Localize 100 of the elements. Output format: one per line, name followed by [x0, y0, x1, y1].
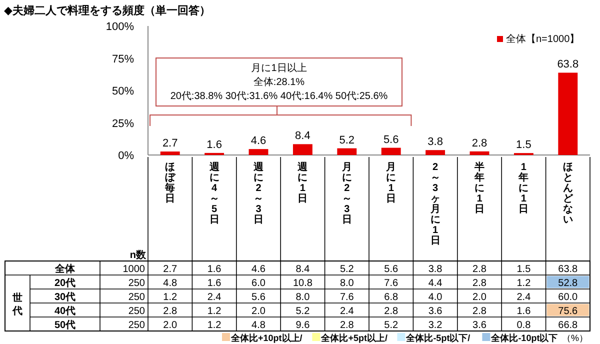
bar — [558, 72, 578, 155]
annotation: 5.6 — [383, 134, 399, 146]
text: 30代 — [54, 291, 76, 303]
text: 全体比+10pt以上/ — [230, 333, 303, 343]
text: 1.2 — [207, 306, 222, 317]
bar — [337, 148, 357, 155]
text: 8.0 — [296, 292, 310, 303]
text: 66.8 — [558, 320, 578, 331]
text: n数 — [130, 249, 147, 261]
y-tick-label: 75% — [112, 53, 134, 66]
data-label: 2.7 — [163, 264, 178, 275]
text: 250 — [128, 320, 146, 331]
text: 2.4 — [340, 306, 354, 317]
text: 7.6 — [384, 278, 398, 289]
text: 1.2 — [516, 278, 532, 289]
x-tick-label: 週に4～5日 — [208, 161, 220, 226]
data-label: 1.5 — [516, 264, 532, 275]
text: 全体比-5pt以下/ — [405, 333, 471, 343]
text: 5.2 — [296, 306, 310, 317]
data-label: 3.8 — [428, 264, 443, 275]
text: 250 — [128, 292, 146, 303]
text: 52.8 — [558, 278, 578, 289]
text: 9.6 — [296, 320, 310, 331]
text: 4.4 — [428, 278, 443, 289]
text: 2.0 — [252, 306, 266, 317]
text: 全体 — [54, 263, 76, 275]
text: 2.0 — [163, 320, 178, 331]
text: 1.6 — [516, 306, 532, 317]
annotation: 8.4 — [295, 130, 310, 142]
annotation: 月に1日以上 — [251, 62, 307, 74]
text: 1.2 — [163, 292, 178, 303]
y-tick-label: 0% — [118, 150, 134, 162]
text: 6.8 — [384, 292, 398, 303]
annotation: 2.8 — [472, 137, 488, 150]
text: 全体比+5pt以上/ — [320, 333, 388, 343]
text: 2.8 — [163, 306, 178, 317]
chart-title: ◆夫婦二人で料理をする頻度（単一回答） — [4, 4, 210, 17]
text: 全体比-10pt以下 — [490, 333, 558, 343]
annotation: 4.6 — [250, 135, 266, 148]
text: 世代 — [12, 292, 22, 317]
text: 5.6 — [252, 292, 266, 303]
text: 1.6 — [207, 278, 222, 289]
annotation: 3.8 — [428, 136, 443, 148]
bar — [248, 149, 268, 155]
bar — [426, 150, 446, 155]
bar — [160, 152, 180, 155]
text: 75.6 — [558, 306, 578, 317]
text: 60.0 — [558, 292, 578, 303]
text: 2.4 — [207, 292, 222, 303]
text: 250 — [128, 278, 146, 289]
data-label: 5.6 — [384, 264, 398, 275]
data-label: 4.6 — [252, 264, 266, 275]
text: 2.8 — [472, 278, 487, 289]
y-tick-label: 25% — [112, 118, 134, 130]
x-tick-label: ほとんどない — [562, 162, 574, 226]
annotation: 1.5 — [516, 139, 532, 152]
text: 2.8 — [384, 306, 398, 317]
text: 20代 — [54, 277, 76, 289]
text: 6.0 — [252, 278, 266, 289]
text: 2.8 — [472, 306, 487, 317]
text: 250 — [128, 306, 146, 317]
text: 3.6 — [428, 306, 443, 317]
text: 3.2 — [428, 320, 443, 331]
x-tick-label: 2～3ヶ月に1日 — [429, 162, 440, 246]
annotation: 2.7 — [162, 138, 178, 150]
text: 4.0 — [428, 292, 443, 303]
text: 4.8 — [252, 320, 266, 331]
data-label: 1.6 — [207, 264, 222, 275]
text: 5.2 — [384, 320, 398, 331]
annotation: 1.6 — [206, 138, 222, 151]
text: 7.6 — [340, 292, 354, 303]
text: 2.8 — [340, 320, 354, 331]
text: 3.6 — [472, 320, 487, 331]
data-label: 8.4 — [296, 264, 310, 275]
y-tick-label: 100% — [106, 21, 134, 33]
text: 0.8 — [516, 320, 532, 331]
x-tick-label: 半年に1日 — [474, 161, 484, 215]
y-tick-label: 50% — [112, 86, 134, 98]
x-tick-label: 1年に1日 — [518, 162, 529, 215]
text: 1.2 — [207, 320, 222, 331]
annotation: 63.8 — [557, 58, 579, 71]
text: 2.4 — [516, 292, 532, 303]
legend-label: 全体【n=1000】 — [506, 33, 580, 45]
x-tick-label: ほぼ毎日 — [164, 162, 176, 204]
data-label: 5.2 — [340, 264, 354, 275]
x-tick-label: 週に2～3日 — [252, 161, 264, 226]
annotation: 5.2 — [339, 134, 355, 146]
x-tick-label: 月に2～3日 — [340, 162, 352, 226]
bar — [381, 148, 401, 155]
annotation: 20代:38.8% 30代:31.6% 40代:16.4% 50代:25.6% — [170, 91, 388, 102]
x-tick-label: 月に1日 — [385, 162, 396, 204]
text: 8.0 — [340, 278, 354, 289]
data-label: 2.8 — [472, 264, 487, 275]
text: 10.8 — [292, 278, 313, 289]
annotation: 全体:28.1% — [253, 76, 305, 88]
text: 1000 — [122, 264, 146, 275]
text: （%） — [562, 333, 588, 343]
text: 2.0 — [472, 292, 487, 303]
bar — [292, 144, 312, 155]
bar — [470, 151, 490, 155]
